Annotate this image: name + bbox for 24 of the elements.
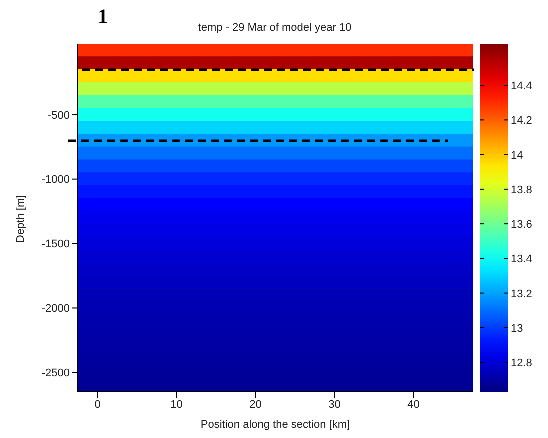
color-bar-label: 12.8 [511, 358, 532, 370]
x-tick-label: 20 [250, 398, 262, 411]
color-bar-label: 13.6 [511, 219, 532, 232]
x-tick-label: 30 [328, 398, 341, 411]
x-tick-label: 0 [94, 398, 101, 411]
color-bar-label: 13.4 [511, 254, 532, 266]
y-tick-label: -2000 [42, 303, 70, 316]
color-bar-label: 13 [511, 322, 524, 335]
x-axis-title: Position along the section [km] [200, 419, 350, 431]
x-tick-label: 40 [408, 398, 420, 411]
color-bar-label: 14 [511, 150, 524, 162]
y-tick-label: -1000 [42, 174, 70, 186]
color-bar-label: 14.4 [511, 80, 532, 93]
text: 1 [98, 6, 108, 29]
y-tick-label: -500 [48, 110, 70, 122]
color-bar-label: 14.2 [511, 115, 532, 128]
y-tick-label: -2500 [42, 368, 70, 380]
colorbar: 12.8 13 13.2 13.4 13.6 13.8 14 14.2 14.4 [478, 8, 544, 430]
y-axis-title: Depth [m] [14, 195, 27, 243]
chart-title: temp - 29 Mar of model year 10 [198, 22, 352, 34]
color-bar-label: 13.2 [511, 288, 532, 300]
x-tick-label: 10 [170, 398, 183, 411]
color-bar-label: 13.8 [511, 184, 532, 196]
y-tick-label: -1500 [42, 238, 70, 251]
